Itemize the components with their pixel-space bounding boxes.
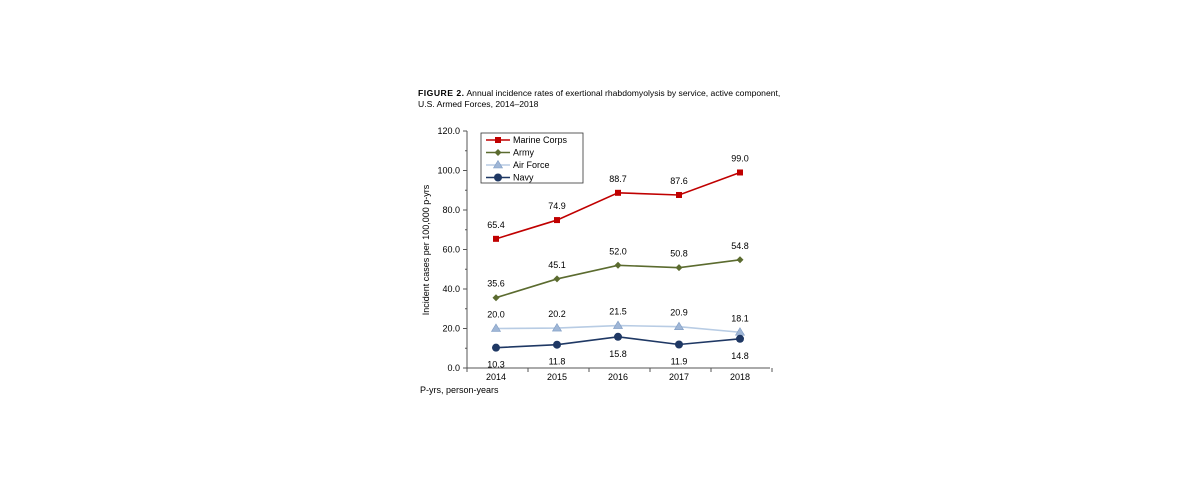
x-tick-label: 2017 [669, 372, 689, 382]
footnote: P-yrs, person-years [420, 385, 499, 395]
y-tick-label: 20.0 [442, 324, 460, 334]
data-point [615, 189, 621, 196]
data-label: 15.8 [609, 349, 627, 359]
legend-marker [494, 173, 502, 182]
legend-marker [492, 159, 504, 169]
x-tick-label: 2014 [486, 372, 506, 382]
y-tick-label: 0.0 [447, 363, 460, 373]
data-label: 35.6 [487, 279, 505, 289]
figure-caption: FIGURE 2. Annual incidence rates of exer… [418, 88, 783, 110]
caption-text: Annual incidence rates of exertional rha… [418, 88, 781, 109]
x-tick-label: 2018 [730, 372, 750, 382]
data-label: 88.7 [609, 174, 627, 184]
data-label: 10.3 [487, 360, 505, 370]
data-point [492, 343, 500, 352]
legend-label: Marine Corps [513, 135, 568, 145]
legend-marker [495, 137, 501, 143]
data-point [614, 332, 622, 341]
x-tick-label: 2015 [547, 372, 567, 382]
data-label: 52.0 [609, 246, 627, 256]
y-tick-label: 60.0 [442, 245, 460, 255]
data-label: 99.0 [731, 153, 749, 163]
legend-marker [494, 149, 502, 156]
legend-label: Army [513, 148, 534, 158]
data-point [551, 323, 563, 332]
data-point [490, 323, 502, 332]
data-label: 65.4 [487, 220, 505, 230]
data-label: 20.2 [548, 309, 566, 319]
data-point [553, 340, 561, 349]
data-point [736, 256, 744, 264]
y-axis-label: Incident cases per 100,000 p-yrs [421, 184, 431, 315]
data-point [737, 169, 743, 176]
data-point [492, 294, 500, 302]
data-label: 18.1 [731, 313, 749, 323]
data-label: 87.6 [670, 176, 688, 186]
data-point [673, 321, 685, 331]
data-label: 54.8 [731, 241, 749, 251]
data-label: 74.9 [548, 201, 566, 211]
data-point [676, 191, 682, 198]
data-point [736, 334, 744, 343]
data-point [612, 320, 624, 329]
data-label: 45.1 [548, 260, 566, 270]
data-label: 11.9 [671, 356, 688, 366]
y-tick-label: 100.0 [437, 166, 460, 176]
y-tick-label: 120.0 [437, 126, 460, 136]
data-label: 21.5 [609, 307, 627, 317]
data-label: 20.9 [670, 308, 688, 318]
legend-label: Navy [513, 173, 534, 183]
data-point [614, 261, 622, 269]
data-point [675, 264, 683, 272]
data-point [493, 235, 499, 242]
legend-label: Air Force [513, 160, 550, 170]
data-point [553, 275, 561, 283]
figure-label: FIGURE 2. [418, 88, 465, 98]
x-tick-label: 2016 [608, 372, 628, 382]
y-tick-label: 80.0 [442, 205, 460, 215]
data-point [554, 217, 560, 224]
data-label: 50.8 [670, 249, 688, 259]
data-label: 14.8 [731, 351, 749, 361]
data-label: 20.0 [487, 310, 505, 320]
data-label: 11.8 [549, 357, 566, 367]
y-tick-label: 40.0 [442, 284, 460, 294]
data-point [675, 340, 683, 349]
